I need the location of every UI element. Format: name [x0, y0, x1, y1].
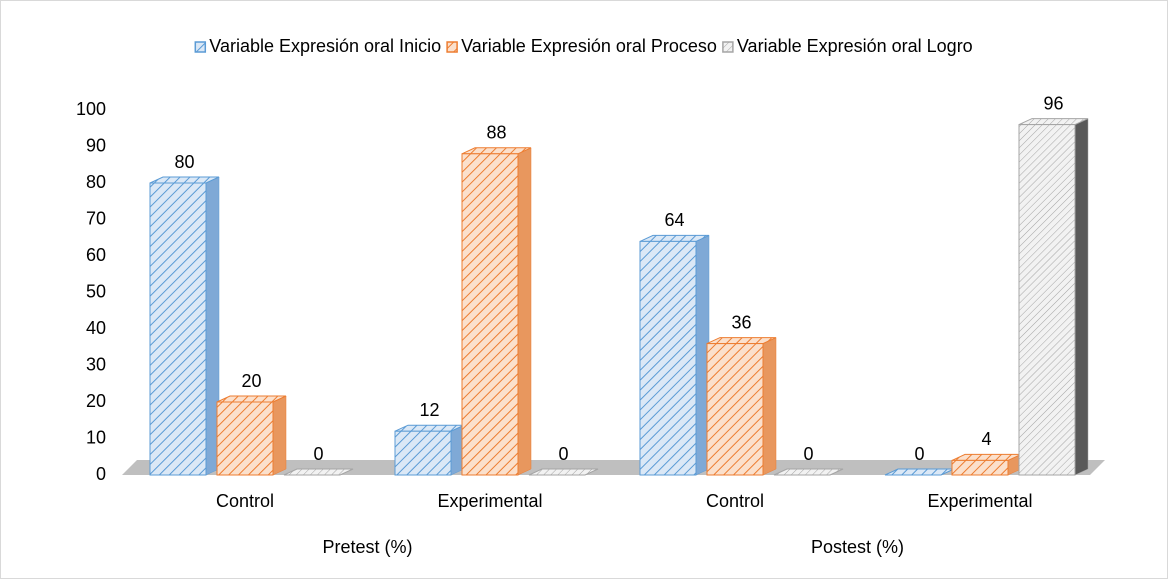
bar — [149, 176, 220, 476]
y-tick-label: 50 — [86, 281, 106, 301]
floor — [122, 460, 1105, 475]
bar — [394, 424, 465, 476]
bar-side — [762, 337, 777, 476]
bar-front — [706, 343, 764, 476]
x-tick-label: Experimental — [927, 491, 1032, 511]
bar-top — [283, 468, 354, 476]
bar-top — [639, 234, 710, 242]
legend-label: Variable Expresión oral Proceso — [461, 36, 717, 56]
bar — [951, 453, 1022, 476]
bar-front — [461, 153, 519, 476]
y-tick-label: 80 — [86, 172, 106, 192]
bar — [283, 468, 354, 476]
x-tick-label: Experimental — [437, 491, 542, 511]
legend-label: Variable Expresión oral Logro — [737, 36, 973, 56]
data-label: 64 — [664, 210, 684, 230]
group-label: Pretest (%) — [322, 537, 412, 557]
bar-top — [461, 147, 532, 155]
bar-top — [149, 176, 220, 184]
y-tick-label: 60 — [86, 245, 106, 265]
y-tick-label: 0 — [96, 464, 106, 484]
bar-front — [149, 182, 207, 476]
bar-side — [272, 395, 287, 476]
y-tick-label: 30 — [86, 354, 106, 374]
legend-label: Variable Expresión oral Inicio — [209, 36, 441, 56]
bar-top — [706, 337, 777, 345]
bar — [528, 468, 599, 476]
bar — [884, 468, 955, 476]
data-label: 0 — [313, 444, 323, 464]
data-label: 12 — [419, 400, 439, 420]
data-label: 4 — [981, 429, 991, 449]
y-tick-label: 70 — [86, 208, 106, 228]
data-label: 20 — [241, 371, 261, 391]
y-tick-label: 40 — [86, 318, 106, 338]
bar-side — [1074, 118, 1089, 476]
bar-top — [394, 424, 465, 432]
bar-side — [517, 147, 532, 476]
bar-front — [639, 240, 697, 476]
x-tick-label: Control — [216, 491, 274, 511]
bar — [639, 234, 710, 476]
y-tick-label: 100 — [76, 99, 106, 119]
data-label: 36 — [731, 312, 751, 332]
bar-top — [884, 468, 955, 476]
legend-marker — [722, 41, 734, 53]
bar-top — [1018, 118, 1089, 126]
legend-marker — [194, 41, 207, 53]
bar-top — [773, 468, 844, 476]
group-label: Postest (%) — [811, 537, 904, 557]
bar-front — [1018, 124, 1076, 476]
y-tick-label: 20 — [86, 391, 106, 411]
data-label: 0 — [803, 444, 813, 464]
bar-front — [394, 430, 452, 476]
bar — [706, 337, 777, 476]
y-tick-label: 90 — [86, 135, 106, 155]
bar-front — [216, 401, 274, 476]
bar-top — [528, 468, 599, 476]
y-tick-label: 10 — [86, 427, 106, 447]
data-label: 80 — [174, 152, 194, 172]
data-label: 0 — [914, 444, 924, 464]
data-label: 96 — [1043, 93, 1063, 113]
bar — [773, 468, 844, 476]
legend-marker — [446, 41, 458, 53]
bar — [1018, 118, 1089, 476]
bar — [461, 147, 532, 476]
data-label: 0 — [558, 444, 568, 464]
bar-top — [216, 395, 287, 403]
bar-front — [951, 459, 1009, 476]
x-tick-label: Control — [706, 491, 764, 511]
bar-top — [951, 453, 1022, 461]
bar — [216, 395, 287, 476]
data-label: 88 — [486, 123, 506, 143]
